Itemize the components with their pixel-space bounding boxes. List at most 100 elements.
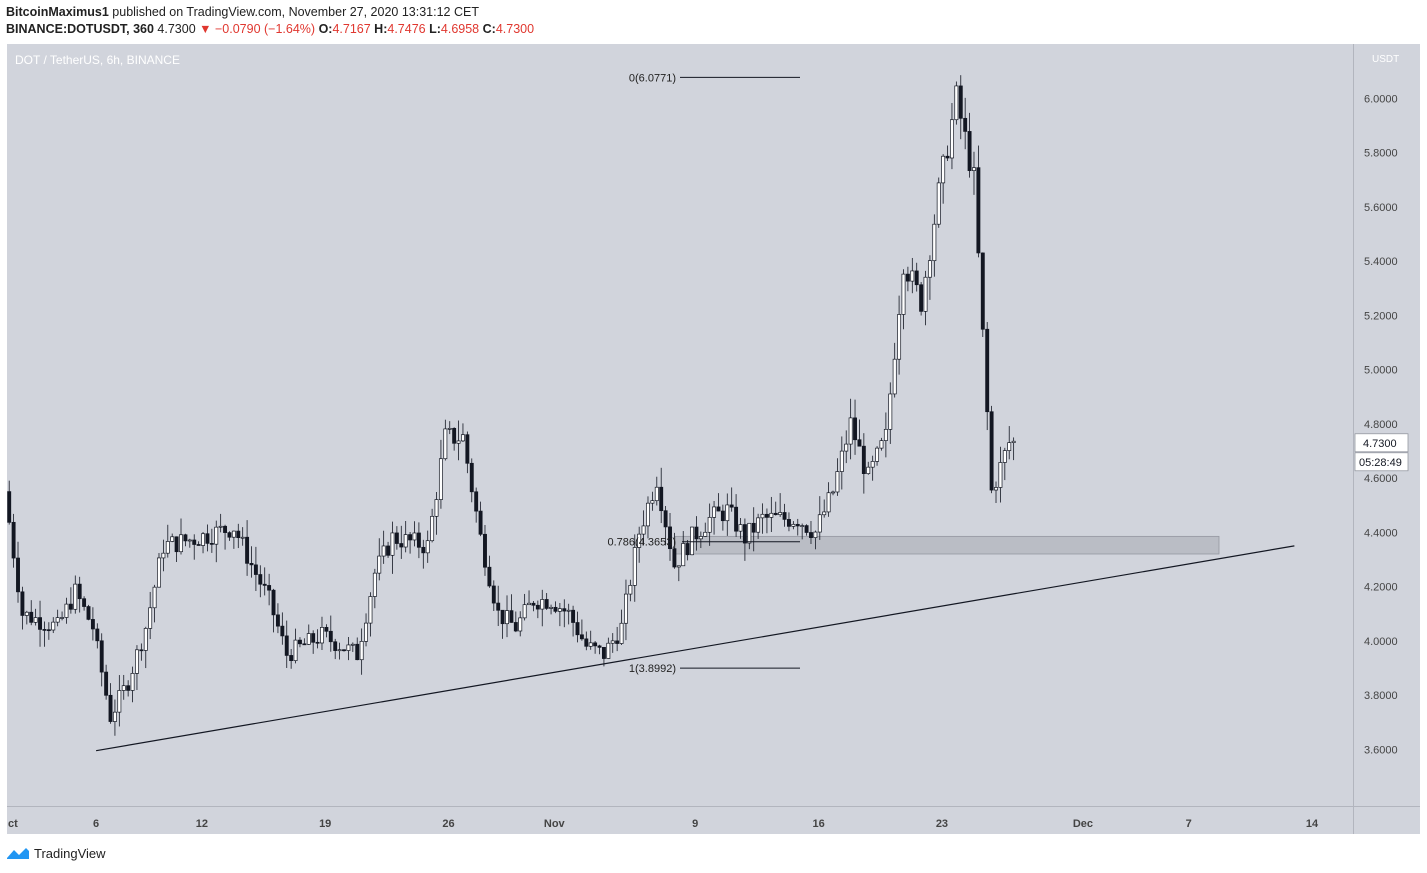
candle[interactable]: [60, 611, 65, 621]
candle[interactable]: [187, 538, 192, 548]
candle[interactable]: [209, 528, 214, 553]
candle[interactable]: [967, 112, 972, 178]
candle[interactable]: [553, 601, 558, 614]
candle[interactable]: [994, 481, 998, 504]
candle[interactable]: [275, 603, 280, 634]
candle[interactable]: [716, 493, 721, 512]
candle[interactable]: [672, 532, 677, 569]
candle[interactable]: [139, 643, 144, 661]
candle[interactable]: [540, 589, 545, 627]
candle[interactable]: [615, 626, 620, 652]
candle[interactable]: [64, 597, 69, 624]
ascending-support-trendline[interactable]: [96, 545, 1295, 752]
candle[interactable]: [500, 609, 505, 639]
candle[interactable]: [117, 675, 122, 727]
candle[interactable]: [249, 546, 254, 578]
candle[interactable]: [408, 532, 413, 554]
candle[interactable]: [315, 629, 320, 649]
candle[interactable]: [11, 513, 16, 568]
candle[interactable]: [809, 521, 813, 544]
candle[interactable]: [218, 513, 223, 533]
candle[interactable]: [654, 476, 659, 506]
candle[interactable]: [447, 421, 452, 435]
candle[interactable]: [95, 623, 100, 649]
candle[interactable]: [425, 530, 430, 563]
candle[interactable]: [870, 455, 875, 481]
candle[interactable]: [835, 458, 840, 496]
candle[interactable]: [227, 531, 232, 541]
candle[interactable]: [650, 491, 655, 511]
candle[interactable]: [399, 525, 404, 559]
candle[interactable]: [760, 503, 765, 534]
candle[interactable]: [839, 436, 844, 490]
candle[interactable]: [1002, 447, 1007, 481]
candle[interactable]: [914, 262, 919, 292]
candle[interactable]: [328, 615, 333, 652]
candle[interactable]: [302, 638, 307, 646]
fib-level[interactable]: 0(6.0771): [629, 72, 800, 84]
candle[interactable]: [258, 565, 263, 598]
candle[interactable]: [848, 398, 853, 460]
footer-brand[interactable]: TradingView: [34, 845, 106, 861]
candle[interactable]: [320, 616, 324, 650]
candle[interactable]: [571, 605, 576, 637]
candle[interactable]: [51, 617, 56, 634]
candle[interactable]: [394, 526, 399, 550]
fib-level[interactable]: 1(3.8992): [629, 663, 800, 675]
candle[interactable]: [518, 611, 523, 637]
candle[interactable]: [152, 584, 157, 623]
candle[interactable]: [90, 607, 95, 641]
candle[interactable]: [562, 599, 567, 628]
candle[interactable]: [157, 552, 161, 588]
candle[interactable]: [782, 503, 787, 527]
candle[interactable]: [289, 649, 294, 669]
candle[interactable]: [174, 536, 179, 563]
candle[interactable]: [112, 699, 117, 736]
candle[interactable]: [989, 405, 994, 494]
candle[interactable]: [42, 621, 47, 647]
candle[interactable]: [725, 493, 730, 536]
candle[interactable]: [676, 565, 681, 582]
candle[interactable]: [787, 512, 791, 532]
candle[interactable]: [773, 501, 778, 516]
candle[interactable]: [892, 342, 897, 398]
author-name[interactable]: BitcoinMaximus1: [6, 5, 109, 19]
candle[interactable]: [641, 510, 646, 546]
candle[interactable]: [355, 637, 360, 661]
candle[interactable]: [421, 539, 426, 569]
candle[interactable]: [804, 524, 809, 536]
candle[interactable]: [262, 567, 267, 596]
candle[interactable]: [461, 423, 465, 442]
candle[interactable]: [483, 525, 487, 576]
candle[interactable]: [104, 664, 109, 700]
candle[interactable]: [487, 555, 492, 588]
candle[interactable]: [77, 576, 82, 613]
candle[interactable]: [20, 586, 25, 630]
candle[interactable]: [720, 504, 725, 531]
candle[interactable]: [38, 600, 42, 647]
candle[interactable]: [130, 666, 135, 703]
candle[interactable]: [359, 628, 364, 675]
candle[interactable]: [857, 419, 862, 447]
candle[interactable]: [584, 631, 589, 651]
candle[interactable]: [364, 613, 368, 647]
candle[interactable]: [950, 103, 954, 170]
candle[interactable]: [280, 612, 285, 645]
candle[interactable]: [377, 538, 382, 581]
candle[interactable]: [747, 522, 752, 550]
candle[interactable]: [271, 588, 276, 633]
candle[interactable]: [628, 579, 633, 602]
candle[interactable]: [619, 609, 624, 646]
candle[interactable]: [601, 647, 606, 667]
candle[interactable]: [24, 610, 29, 625]
candle[interactable]: [430, 508, 435, 543]
candle[interactable]: [712, 500, 717, 535]
candle[interactable]: [372, 568, 377, 609]
candle[interactable]: [817, 496, 822, 540]
candle[interactable]: [99, 633, 104, 687]
candle[interactable]: [813, 530, 818, 550]
candle[interactable]: [998, 446, 1003, 503]
candle[interactable]: [135, 645, 139, 690]
candle[interactable]: [593, 641, 598, 654]
